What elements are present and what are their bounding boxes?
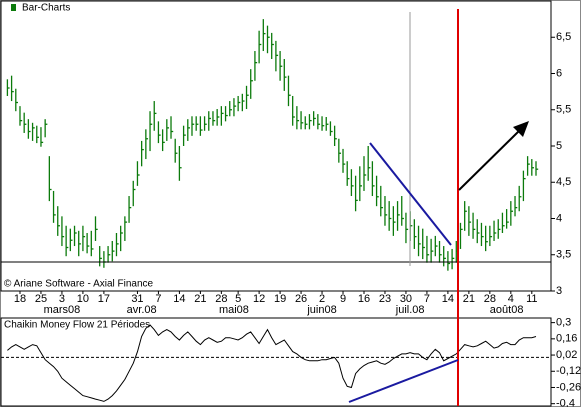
y-tick-label: 5,5 [556, 104, 571, 116]
month-label: avr.08 [127, 304, 157, 316]
x-tick-label: 31 [131, 293, 143, 305]
month-label: mars08 [44, 304, 81, 316]
indicator-layer: 0,3 0,16 0,02 -0,12 -0,26 -0,4 [1, 317, 581, 407]
x-tick-label: 9 [340, 293, 346, 305]
legend: Bar-Charts [3, 2, 83, 14]
x-tick-label: 2 [319, 293, 325, 305]
indicator-trend-line [348, 359, 459, 403]
x-tick-label: 30 [400, 293, 412, 305]
x-tick-label: 3 [59, 293, 65, 305]
month-label: juil.08 [395, 304, 425, 316]
x-tick-label: 25 [35, 293, 47, 305]
arrow-head [513, 121, 529, 137]
trend-line [369, 142, 452, 246]
cmf-line [7, 324, 537, 402]
month-label: juin08 [306, 304, 336, 316]
x-tick-label: 14 [442, 293, 454, 305]
x-tick-label: 14 [173, 293, 185, 305]
y-tick-label: 5 [556, 140, 562, 152]
y-tick-label: -0,26 [556, 381, 581, 393]
x-tick-label: 21 [463, 293, 475, 305]
legend-label: Bar-Charts [22, 3, 70, 14]
legend-box [3, 2, 83, 14]
month-label: mai08 [219, 304, 249, 316]
indicator-title: Chaikin Money Flow 21 Périodes [4, 320, 150, 331]
y-tick-label: 0,16 [556, 333, 577, 345]
x-tick-label: 26 [295, 293, 307, 305]
y-tick-label: 0,02 [556, 349, 577, 361]
y-tick-label: 6 [556, 67, 562, 79]
y-tick-label: 3,5 [556, 249, 571, 261]
y-tick-label: 0,3 [556, 317, 571, 329]
x-tick-label: 28 [484, 293, 496, 305]
y-tick-label: 4,5 [556, 176, 571, 188]
x-tick-label: 18 [14, 293, 26, 305]
x-tick-label: 21 [194, 293, 206, 305]
y-tick-label: 4 [556, 212, 562, 224]
drawings [1, 9, 551, 406]
x-tick-label: 23 [379, 293, 391, 305]
y-tick-label: 6,5 [556, 31, 571, 43]
x-tick-label: 12 [253, 293, 265, 305]
x-tick-label: 19 [274, 293, 286, 305]
x-tick-label: 4 [508, 293, 514, 305]
x-tick-label: 7 [424, 293, 430, 305]
arrow-shaft [458, 128, 522, 191]
y-tick-label: -0,4 [556, 398, 575, 407]
x-tick-label: 28 [215, 293, 227, 305]
x-tick-label: 16 [358, 293, 370, 305]
y-tick-label: 3 [556, 285, 562, 297]
x-tick-label: 11 [526, 293, 537, 305]
month-label: août08 [490, 304, 524, 316]
x-tick-label: 10 [77, 293, 89, 305]
x-tick-label: 17 [98, 293, 110, 305]
x-tick-label: 7 [155, 293, 161, 305]
copyright: © Ariane Software - Axial Finance [4, 279, 154, 290]
indicator-plot-area [0, 317, 552, 407]
x-tick-label: 5 [235, 293, 241, 305]
y-tick-label: -0,12 [556, 365, 581, 377]
legend-swatch [11, 4, 16, 11]
